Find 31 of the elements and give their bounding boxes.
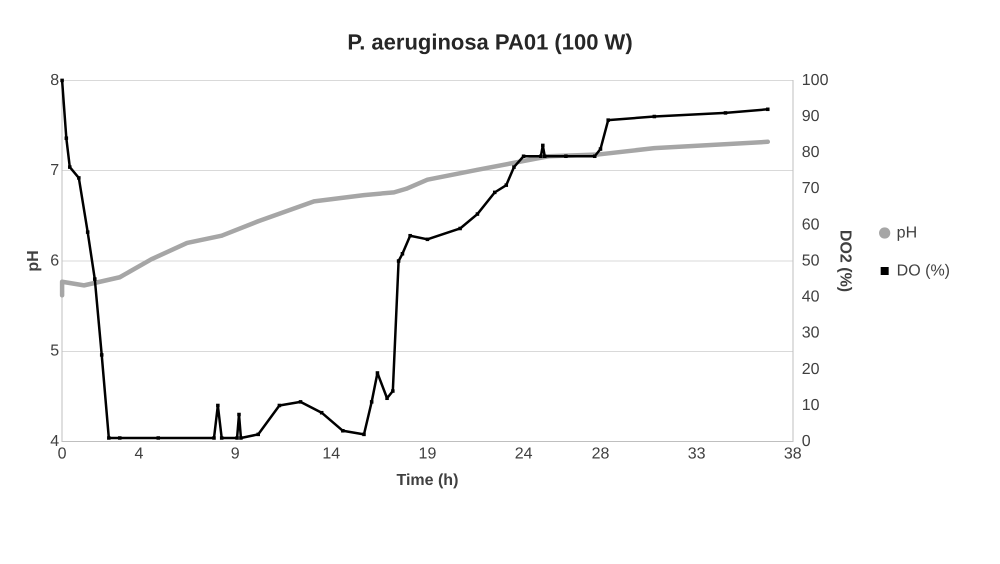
y2-tick-label: 20 bbox=[802, 360, 820, 378]
y2-tick-label: 10 bbox=[802, 396, 820, 414]
y-tick-label: 8 bbox=[50, 72, 60, 89]
y-axis-title: pH bbox=[25, 250, 42, 272]
y2-axis-title: DO2 (%) bbox=[836, 230, 854, 292]
x-tick-label: 33 bbox=[688, 446, 706, 463]
x-tick-label: 28 bbox=[592, 446, 610, 463]
y2-tick-label: 70 bbox=[802, 180, 820, 198]
y2-tick-label: 80 bbox=[802, 144, 820, 162]
legend-label: pH bbox=[896, 224, 918, 242]
chart-title: P. aeruginosa PA01 (100 W) bbox=[347, 29, 633, 54]
x-tick-label: 24 bbox=[514, 446, 533, 463]
y2-tick-label: 0 bbox=[802, 433, 811, 450]
x-tick-label: 19 bbox=[418, 446, 436, 463]
x-axis-title: Time (h) bbox=[396, 472, 458, 489]
y2-tick-label: 50 bbox=[802, 252, 820, 270]
y-tick-label: 6 bbox=[50, 252, 60, 270]
y-tick-label: 7 bbox=[50, 162, 60, 180]
x-tick-label: 4 bbox=[134, 446, 144, 463]
x-tick-label: 38 bbox=[784, 446, 802, 463]
y2-tick-label: 60 bbox=[802, 216, 820, 234]
y2-tick-label: 30 bbox=[802, 324, 820, 342]
legend-label: DO (%) bbox=[896, 262, 950, 280]
x-tick-label: 14 bbox=[322, 446, 340, 463]
y2-tick-label: 90 bbox=[802, 108, 820, 125]
y2-tick-label: 100 bbox=[802, 72, 829, 89]
y-tick-label: 4 bbox=[50, 433, 60, 450]
y-tick-label: 5 bbox=[50, 342, 60, 360]
x-tick-label: 9 bbox=[230, 446, 240, 463]
y2-tick-label: 40 bbox=[802, 288, 820, 306]
x-tick-label: 0 bbox=[58, 446, 67, 463]
